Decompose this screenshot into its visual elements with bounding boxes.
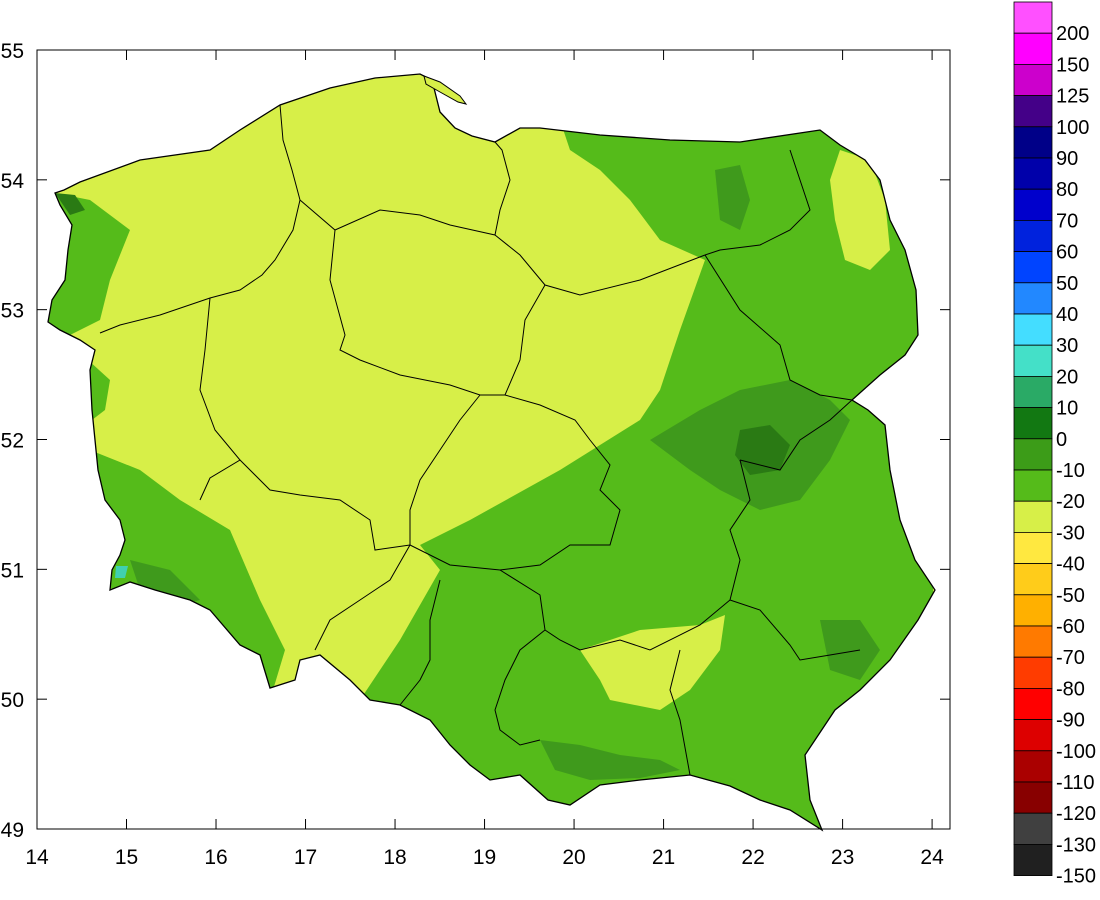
x-tick-label: 18 xyxy=(383,846,406,869)
x-tick-label: 21 xyxy=(652,846,675,869)
x-axis-bottom-ticks xyxy=(36,819,933,829)
y-tick-label: 52 xyxy=(1,430,24,453)
legend-label: -110 xyxy=(1056,772,1095,794)
southwest-mid-zone xyxy=(90,450,285,700)
legend-swatch xyxy=(1013,407,1053,440)
legend-label: -20 xyxy=(1056,491,1085,513)
east-mid-green-zone xyxy=(360,120,935,830)
legend-swatch xyxy=(1013,95,1053,128)
legend-swatch xyxy=(1013,282,1053,315)
y-tick-label: 54 xyxy=(1,170,25,193)
legend-swatch xyxy=(1013,688,1053,721)
legend-swatch xyxy=(1013,812,1053,845)
legend-label: 70 xyxy=(1056,210,1078,232)
y-tick-label: 50 xyxy=(1,689,24,712)
legend-swatch xyxy=(1013,625,1053,658)
x-tick-label: 19 xyxy=(473,846,496,869)
legend-swatch xyxy=(1013,188,1053,221)
legend-swatch xyxy=(1013,719,1053,752)
y-axis-left-ticks xyxy=(37,49,47,830)
legend-swatch xyxy=(1013,313,1053,346)
x-tick-label: 17 xyxy=(294,846,317,869)
x-axis-labels: 14 15 16 17 18 19 20 21 22 23 24 xyxy=(25,846,944,869)
legend-label: -80 xyxy=(1056,678,1085,700)
x-tick-label: 20 xyxy=(562,846,585,869)
legend-swatch xyxy=(1013,781,1053,814)
legend-label: -30 xyxy=(1056,522,1085,544)
legend-label: -10 xyxy=(1056,460,1085,482)
szczecin-darkest-zone xyxy=(55,193,85,215)
legend-label: 200 xyxy=(1056,23,1089,45)
y-axis-right-ticks xyxy=(940,49,950,830)
y-tick-label: 49 xyxy=(1,819,24,842)
legend-label: -90 xyxy=(1056,710,1085,732)
x-tick-label: 23 xyxy=(831,846,854,869)
legend-label: -40 xyxy=(1056,554,1085,576)
legend-label: -70 xyxy=(1056,647,1085,669)
legend-swatch xyxy=(1013,219,1053,252)
sudetes-dark-zone xyxy=(130,560,200,605)
legend-swatch xyxy=(1013,375,1053,408)
legend-label: -120 xyxy=(1056,803,1096,825)
x-tick-label: 15 xyxy=(115,846,138,869)
lublin-east-dark-zone xyxy=(820,620,880,680)
y-tick-label: 55 xyxy=(1,40,24,63)
legend-label: 150 xyxy=(1056,54,1089,76)
legend-label: -60 xyxy=(1056,616,1085,638)
legend-swatch xyxy=(1013,32,1053,65)
legend-label: 20 xyxy=(1056,366,1078,388)
legend-swatch xyxy=(1013,64,1053,97)
color-legend: 2001501251009080706050403020100-10-20-30… xyxy=(1013,1,1096,888)
legend-label: -50 xyxy=(1056,585,1085,607)
legend-swatch xyxy=(1013,469,1053,502)
legend-label: 10 xyxy=(1056,398,1078,420)
teal-spot-zone xyxy=(115,566,128,578)
carpathian-dark-zone xyxy=(540,740,680,780)
x-tick-label: 24 xyxy=(920,846,944,869)
legend-label: 40 xyxy=(1056,304,1078,326)
legend-swatch xyxy=(1013,344,1053,377)
legend-swatch xyxy=(1013,438,1053,471)
x-axis-top-ticks xyxy=(36,50,933,60)
x-tick-label: 14 xyxy=(25,846,49,869)
legend-swatch xyxy=(1013,844,1053,877)
legend-swatch xyxy=(1013,594,1053,627)
legend-swatch xyxy=(1013,1,1053,34)
legend-label: 50 xyxy=(1056,273,1078,295)
legend-swatch xyxy=(1013,251,1053,284)
northeast-light-patch xyxy=(830,150,890,270)
legend-label: 30 xyxy=(1056,335,1078,357)
legend-label: 125 xyxy=(1056,86,1089,108)
y-tick-label: 51 xyxy=(1,559,24,582)
legend-swatch xyxy=(1013,157,1053,190)
legend-label: 0 xyxy=(1056,429,1067,451)
y-tick-label: 53 xyxy=(1,300,24,323)
legend-label: 90 xyxy=(1056,148,1078,170)
legend-label: -130 xyxy=(1056,834,1096,856)
legend-label: 100 xyxy=(1056,117,1089,139)
hel-peninsula xyxy=(423,75,468,105)
legend-label: 80 xyxy=(1056,179,1078,201)
legend-swatch xyxy=(1013,656,1053,689)
legend-swatch xyxy=(1013,750,1053,783)
x-tick-label: 22 xyxy=(741,846,764,869)
voivodeship-borders xyxy=(99,104,861,776)
legend-swatch xyxy=(1013,532,1053,565)
legend-label: 60 xyxy=(1056,242,1078,264)
lubusz-strip-zone xyxy=(88,360,110,420)
y-axis-labels: 49 50 51 52 53 54 55 xyxy=(1,40,25,842)
legend-swatch xyxy=(1013,126,1053,159)
legend-swatch xyxy=(1013,563,1053,596)
masuria-dark-zone xyxy=(715,165,750,230)
x-tick-label: 16 xyxy=(204,846,227,869)
legend-swatch xyxy=(1013,500,1053,533)
legend-label: -100 xyxy=(1056,741,1096,763)
podkarpacie-light-patch xyxy=(580,615,725,710)
legend-label: -150 xyxy=(1056,866,1096,888)
